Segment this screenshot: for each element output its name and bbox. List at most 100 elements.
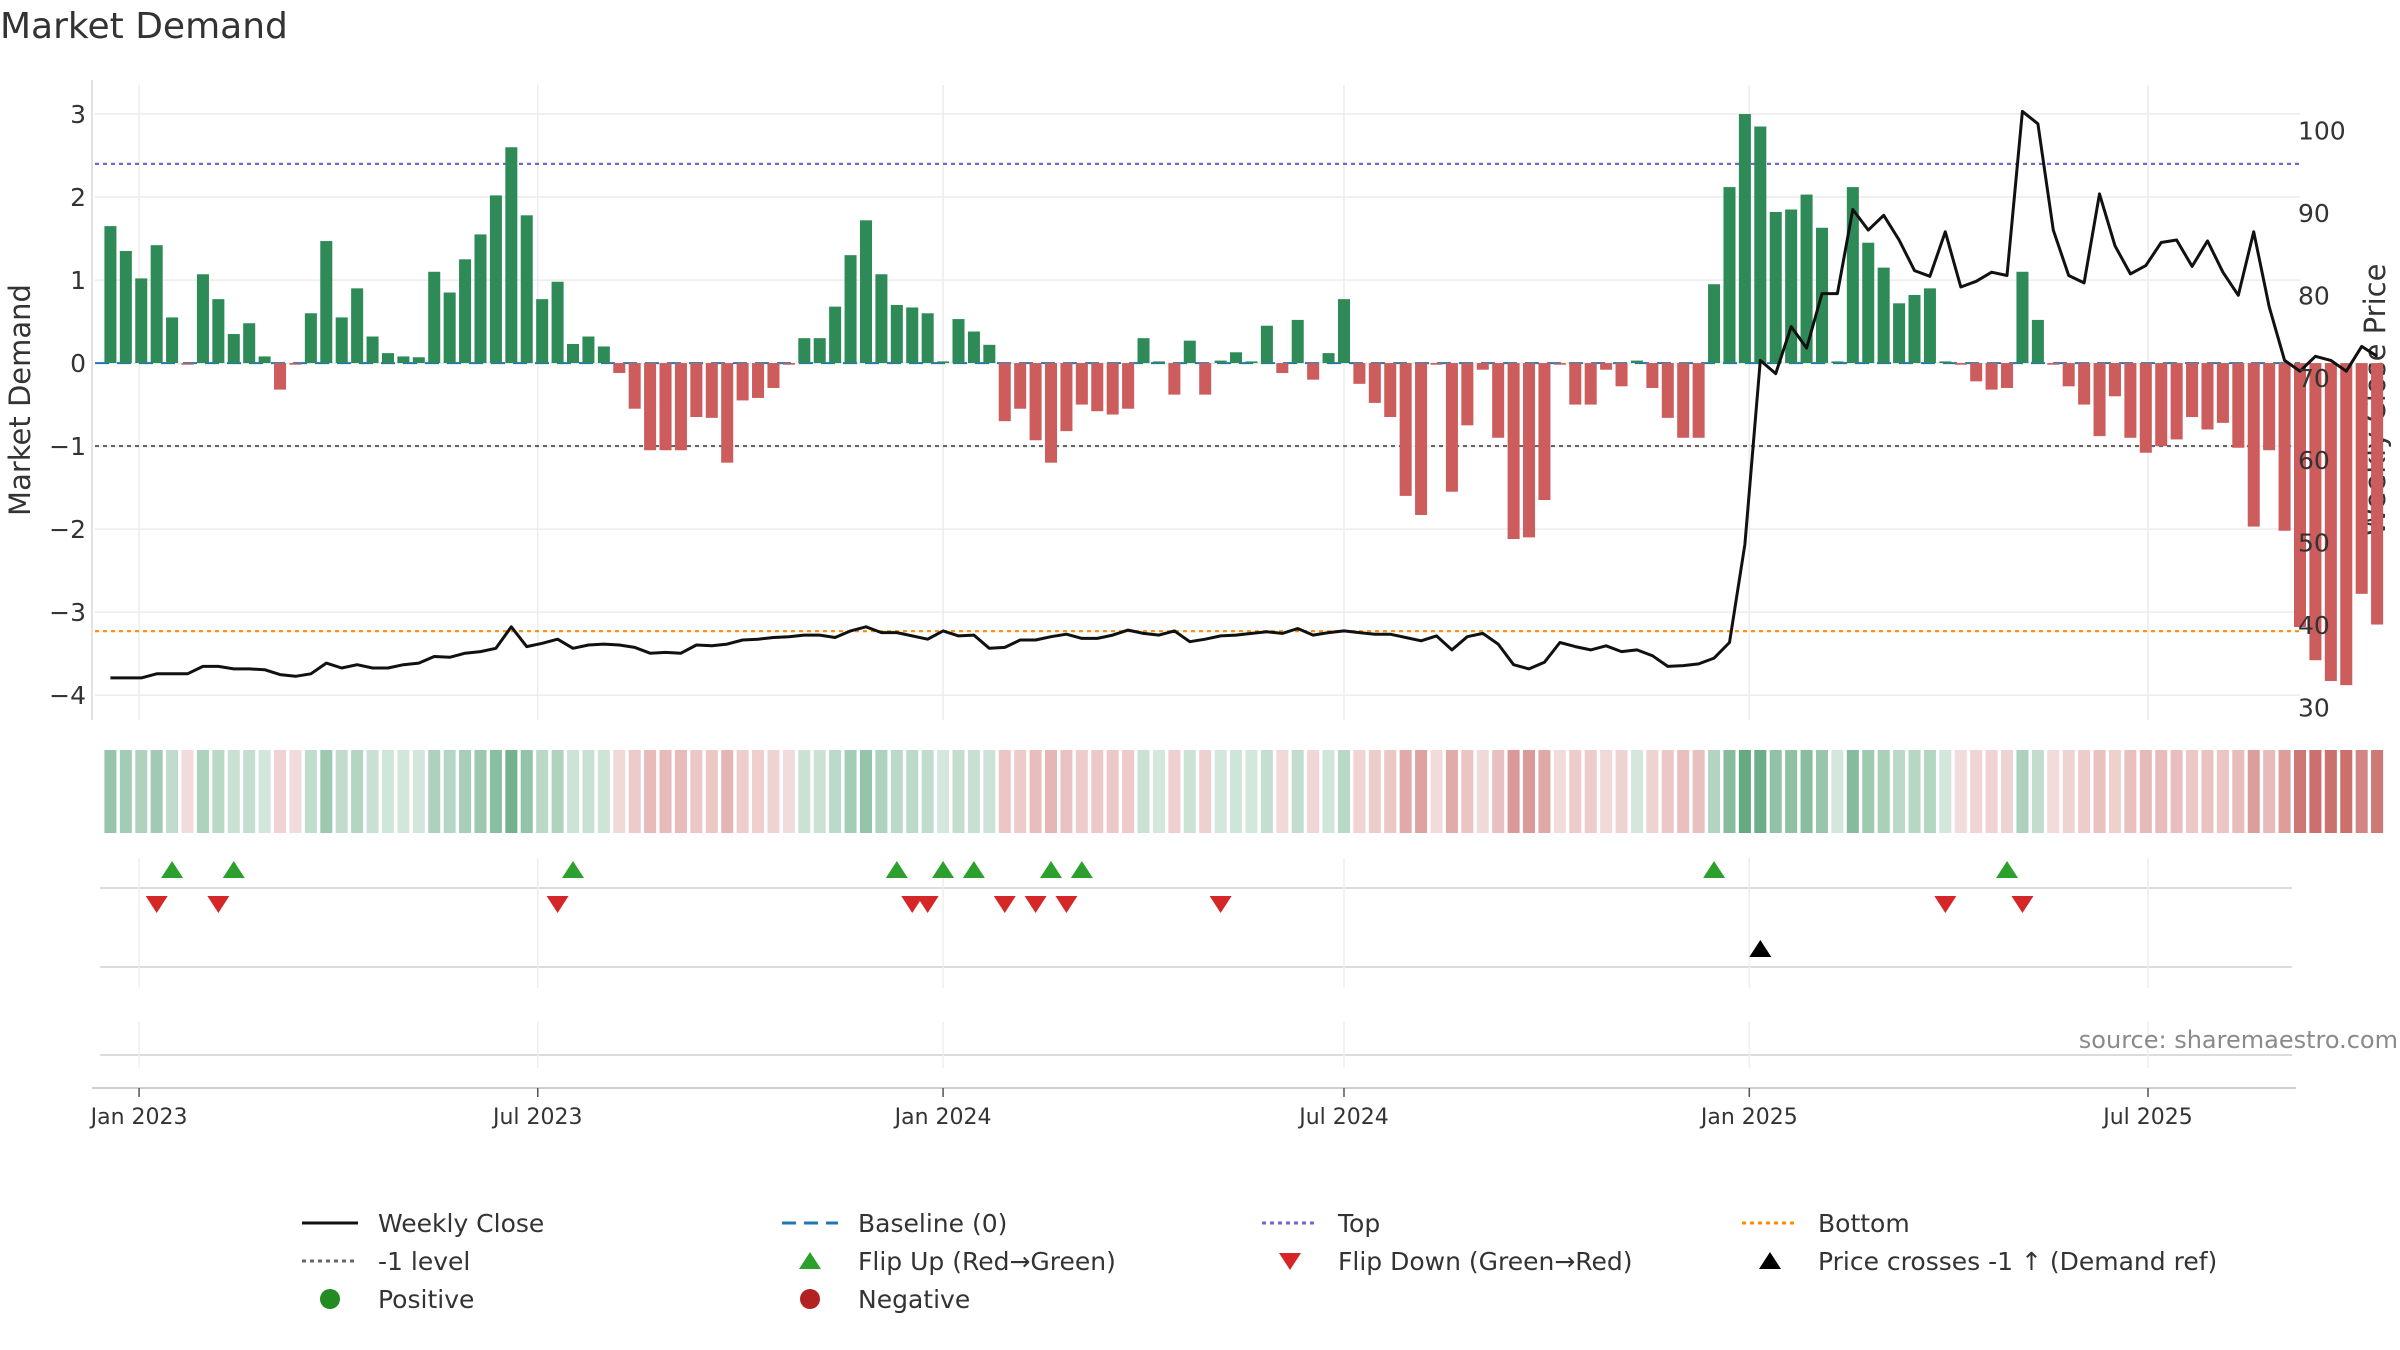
heat-cell — [1877, 750, 1890, 833]
demand-bar — [1646, 363, 1659, 388]
legend-item: Top — [1260, 1205, 1380, 1241]
y-axis-label: Market Demand — [3, 284, 37, 516]
demand-bar — [566, 343, 580, 364]
heat-cell — [2170, 750, 2183, 833]
demand-bar — [2263, 363, 2276, 451]
demand-heat-strip — [104, 750, 2384, 833]
demand-bar — [1492, 363, 1505, 438]
heat-cell — [258, 750, 271, 833]
demand-bar — [1785, 209, 1798, 364]
axes: 3 2 1 0 −1 −2 −3 −4 100 90 80 70 60 50 40 30 — [49, 80, 2346, 723]
demand-bar — [1430, 363, 1443, 365]
heat-cell — [1122, 750, 1135, 833]
demand-bar — [1322, 353, 1335, 364]
heat-cell — [859, 750, 872, 833]
flip-up-marker — [222, 861, 245, 878]
demand-bar — [1445, 363, 1458, 492]
heat-cell — [551, 750, 564, 833]
y2-tick-label: 40 — [2298, 611, 2330, 640]
heat-cell — [566, 750, 580, 833]
demand-bar — [1985, 363, 1998, 390]
heat-cell — [767, 750, 780, 833]
chart-title: Market Demand — [0, 6, 288, 47]
demand-bar — [1199, 363, 1212, 395]
demand-bar — [1692, 363, 1705, 438]
heat-cell — [1075, 750, 1088, 833]
demand-bar — [1029, 363, 1042, 441]
heat-cell — [952, 750, 965, 833]
heat-cell — [1738, 750, 1751, 833]
heat-cell — [2001, 750, 2014, 833]
heat-cell — [1106, 750, 1119, 833]
legend-label: Flip Down (Green→Red) — [1338, 1246, 1633, 1276]
heat-cell — [2155, 750, 2168, 833]
heat-cell — [2186, 750, 2199, 833]
heat-cell — [1923, 750, 1936, 833]
grid-lines — [95, 85, 2300, 720]
heat-cell — [2016, 750, 2029, 833]
heat-cell — [1553, 750, 1566, 833]
price-cross-icon — [1759, 1252, 1781, 1269]
heat-cell — [489, 750, 502, 833]
flip-down-marker — [1934, 896, 1957, 913]
heat-cell — [366, 750, 379, 833]
demand-bar — [1708, 284, 1721, 364]
heat-cell — [2340, 750, 2353, 833]
heat-cell — [998, 750, 1011, 833]
demand-bar — [1291, 319, 1304, 364]
demand-bar — [505, 147, 518, 364]
heat-cell — [2278, 750, 2291, 833]
demand-bar — [798, 338, 811, 364]
demand-bar — [983, 344, 996, 364]
demand-bar — [2371, 363, 2384, 625]
heat-cell — [1029, 750, 1042, 833]
flip-down-marker — [145, 896, 168, 913]
heat-cell — [736, 750, 749, 833]
heat-cell — [1569, 750, 1582, 833]
heat-cell — [351, 750, 364, 833]
demand-bar — [366, 336, 379, 364]
heat-cell — [1862, 750, 1875, 833]
demand-bar — [2124, 363, 2137, 438]
flip-up-marker — [1996, 861, 2019, 878]
heat-cell — [320, 750, 333, 833]
heat-cell — [2124, 750, 2137, 833]
demand-bar — [1337, 299, 1350, 364]
heat-cell — [119, 750, 132, 833]
legend-item: Flip Down (Green→Red) — [1260, 1243, 1633, 1279]
heat-cell — [304, 750, 317, 833]
demand-bar — [1939, 361, 1952, 364]
heat-cell — [1461, 750, 1474, 833]
heat-cell — [582, 750, 595, 833]
demand-bar — [2186, 363, 2199, 418]
demand-bar — [1384, 363, 1397, 418]
demand-bar — [412, 357, 425, 364]
heat-cell — [1337, 750, 1350, 833]
legend-item: Flip Up (Red→Green) — [780, 1243, 1116, 1279]
heat-cell — [1970, 750, 1983, 833]
demand-bar — [428, 271, 441, 364]
heat-cell — [1060, 750, 1073, 833]
demand-bar — [736, 363, 749, 401]
heat-cell — [166, 750, 179, 833]
demand-bar — [1183, 340, 1196, 364]
heat-cell — [1276, 750, 1289, 833]
demand-bar — [2293, 363, 2307, 628]
flip-up-marker — [1040, 861, 1063, 878]
heat-cell — [1384, 750, 1397, 833]
heat-cell — [659, 750, 672, 833]
demand-bar — [335, 317, 348, 364]
demand-bar — [813, 338, 826, 364]
heat-cell — [1677, 750, 1690, 833]
flip-up-marker — [161, 861, 184, 878]
demand-bar — [520, 215, 533, 364]
heat-cell — [1584, 750, 1597, 833]
demand-bar — [1353, 363, 1366, 384]
flip-up-marker — [562, 861, 585, 878]
heat-cell — [1646, 750, 1659, 833]
heat-cell — [1507, 750, 1520, 833]
flip-down-marker — [1209, 896, 1232, 913]
flip-down-marker — [2011, 896, 2034, 913]
heat-cell — [1985, 750, 1998, 833]
